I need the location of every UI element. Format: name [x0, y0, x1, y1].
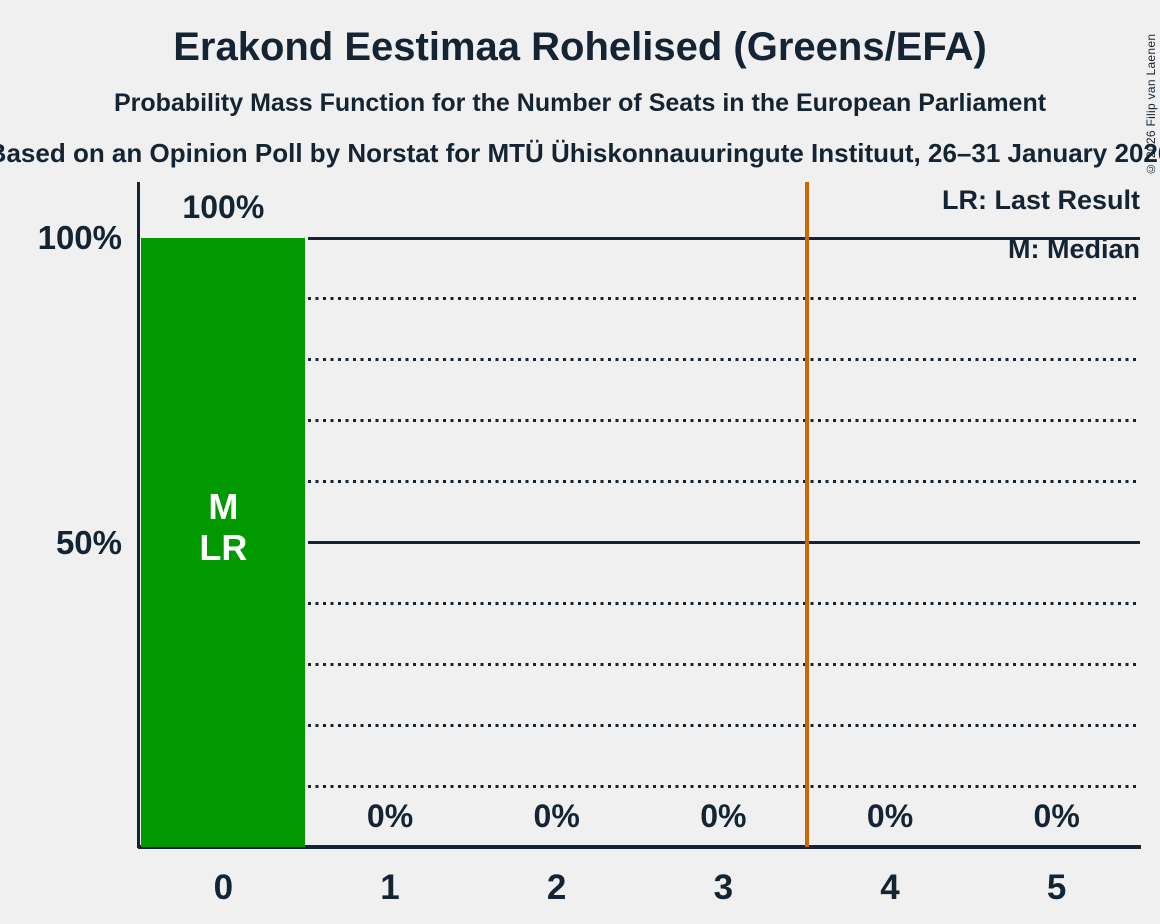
gridline-dotted-70	[308, 419, 1140, 423]
bar-value-label-4: 0%	[866, 798, 914, 834]
gridline-solid-50	[308, 541, 1140, 544]
gridline-dotted-40	[308, 601, 1140, 605]
x-axis-line	[138, 845, 1141, 849]
gridline-dotted-10	[308, 784, 1140, 788]
x-axis-label-5: 5	[1046, 868, 1067, 907]
y-axis-line	[137, 182, 140, 848]
bar-value-label-3: 0%	[700, 798, 747, 834]
threshold-line	[804, 182, 809, 847]
bar-seat-0	[140, 238, 306, 847]
gridline-solid-100	[308, 236, 1140, 240]
x-axis-label-4: 4	[880, 868, 900, 907]
x-axis-label-1: 1	[380, 868, 400, 907]
gridline-dotted-80	[308, 358, 1140, 362]
x-axis-label-3: 3	[713, 868, 734, 907]
chart-subtitle: Probability Mass Function for the Number…	[113, 89, 1047, 117]
bar-value-label-1: 0%	[366, 798, 414, 834]
gridline-dotted-90	[308, 297, 1140, 301]
gridline-dotted-60	[308, 480, 1140, 484]
legend-last-result: LR: Last Result	[941, 185, 1140, 215]
gridline-dotted-20	[308, 723, 1140, 727]
chart-title: Erakond Eestimaa Rohelised (Greens/EFA)	[173, 25, 987, 69]
bar-value-label-5: 0%	[1033, 798, 1080, 834]
x-axis-label-2: 2	[546, 868, 567, 907]
copyright-notice: © 2026 Filip van Laenen	[1144, 33, 1158, 176]
bar-value-label-2: 0%	[533, 798, 580, 834]
median-marker-label: M	[208, 486, 239, 527]
gridline-dotted-30	[308, 662, 1140, 666]
last-result-marker-label: LR	[199, 527, 248, 568]
y-axis-label-100: 100%	[37, 219, 122, 256]
median-last-result-annotation: M LR	[140, 486, 307, 568]
chart-source-line: Based on an Opinion Poll by Norstat for …	[0, 138, 1160, 168]
y-axis-label-50: 50%	[55, 524, 122, 561]
x-axis-label-0: 0	[213, 868, 234, 907]
bar-value-label-0: 100%	[182, 189, 265, 225]
